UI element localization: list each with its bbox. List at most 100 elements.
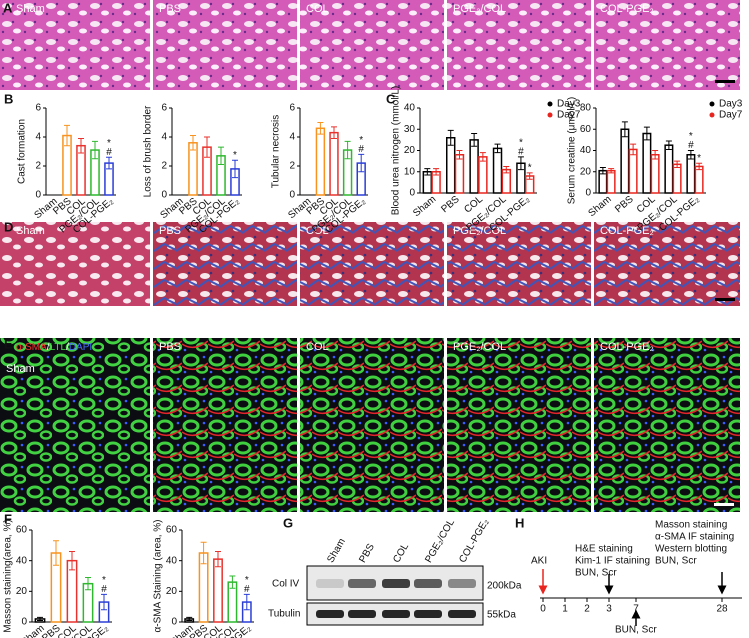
y-axis-label: Loss of brush border [143,105,154,197]
bar [672,163,682,194]
marker-label: 55kDa [487,610,516,621]
error-bar [526,172,533,180]
significance-mark: # [518,147,524,158]
bar [620,128,630,194]
y-tick-label: 60 [166,525,178,536]
error-bar [200,541,207,565]
bar [492,147,503,194]
image-label: PBS [159,3,181,15]
panel-letter: G [283,515,293,530]
scale-bar [714,503,734,506]
legend-swatch [709,112,715,118]
legend-label: Day3 [719,99,743,110]
error-bar [218,146,224,166]
image-label: PGE₂/COL [453,3,506,15]
marker-label: 200kDa [487,581,522,592]
y-axis-label: Tubular necrosis [271,115,282,189]
bar [478,156,488,194]
task-label: Kim-1 IF staining [575,556,650,567]
error-bar [331,126,337,139]
bar [213,558,223,623]
significance-mark: # [106,147,112,158]
error-bar [78,137,84,154]
significance-mark: * [233,150,237,161]
image-label: COL [306,3,329,15]
bar [329,131,339,196]
micrograph [594,338,740,512]
error-bar [190,135,196,151]
error-bar [106,156,112,170]
significance-mark: * [102,575,106,586]
error-bar [37,616,43,621]
image-label: Sham [16,225,45,237]
micrograph [447,222,591,306]
lane-label: COL-PGE₂ [457,517,491,565]
y-tick-label: 20 [404,145,416,156]
image-label: PGE₂/COL [453,225,506,237]
y-tick-label: 0 [289,190,295,201]
x-tick-label: PBS [439,194,462,216]
y-axis-label: α-SMA Staining (area, %) [153,519,164,632]
error-bar [204,136,210,158]
micrograph [447,338,591,512]
error-bar [186,616,193,621]
stain-legend-part: α-SMA [16,342,47,353]
bar [445,137,456,194]
panel-letter: D [4,219,13,234]
band [348,579,376,588]
y-axis-label: Cast formation [17,119,28,184]
band [448,579,476,588]
band [316,579,344,588]
error-bar [517,156,524,171]
significance-mark: * [697,153,701,164]
x-tick-label: PBS [613,194,636,216]
y-tick-label: 6 [289,103,295,114]
task-label: BUN, Scr [615,625,657,636]
error-bar [494,143,501,154]
y-tick-label: 10 [404,166,416,177]
micrograph [300,0,444,90]
image-label: Sham [16,3,45,15]
error-bar [215,550,221,568]
band [348,610,376,618]
band [414,610,442,618]
y-axis-label: Blood urea nitrogen (mmol/L) [391,86,402,216]
error-bar [101,593,107,611]
bar [188,142,198,196]
legend-label: Day7 [557,110,581,121]
micrograph [0,338,150,512]
timeline-tick-label: 28 [716,604,728,615]
panel-letter: H [515,515,524,530]
lane-label: PBS [357,542,377,565]
y-tick-label: 0 [161,190,167,201]
micrograph [300,222,444,306]
y-tick-label: 40 [580,145,592,156]
significance-mark: * [359,135,363,146]
error-bar [232,159,238,179]
error-bar [687,150,694,160]
y-tick-label: 6 [35,103,41,114]
scale-bar [715,80,735,83]
lane-label: PGE₂/COL [423,517,457,565]
micrograph [447,0,591,90]
timeline-tick-label: 3 [606,604,612,615]
y-tick-label: 0 [585,188,591,199]
panel-letter: F [4,511,12,526]
significance-mark: # [358,144,364,155]
y-tick-label: 40 [16,555,28,566]
image-label: COL-PGE₂ [600,3,654,15]
micrograph [0,222,150,306]
error-bar [665,140,672,150]
legend-swatch [709,101,715,107]
y-tick-label: 0 [409,188,415,199]
bar [650,154,660,194]
timeline-tick-label: 7 [633,604,639,615]
y-tick-label: 60 [16,525,28,536]
y-tick-label: 4 [35,132,41,143]
error-bar [344,140,351,160]
legend-label: Day7 [719,110,743,121]
error-bar [630,143,637,156]
image-label: COL [306,341,329,353]
image-label: COL-PGE₂ [600,341,654,353]
